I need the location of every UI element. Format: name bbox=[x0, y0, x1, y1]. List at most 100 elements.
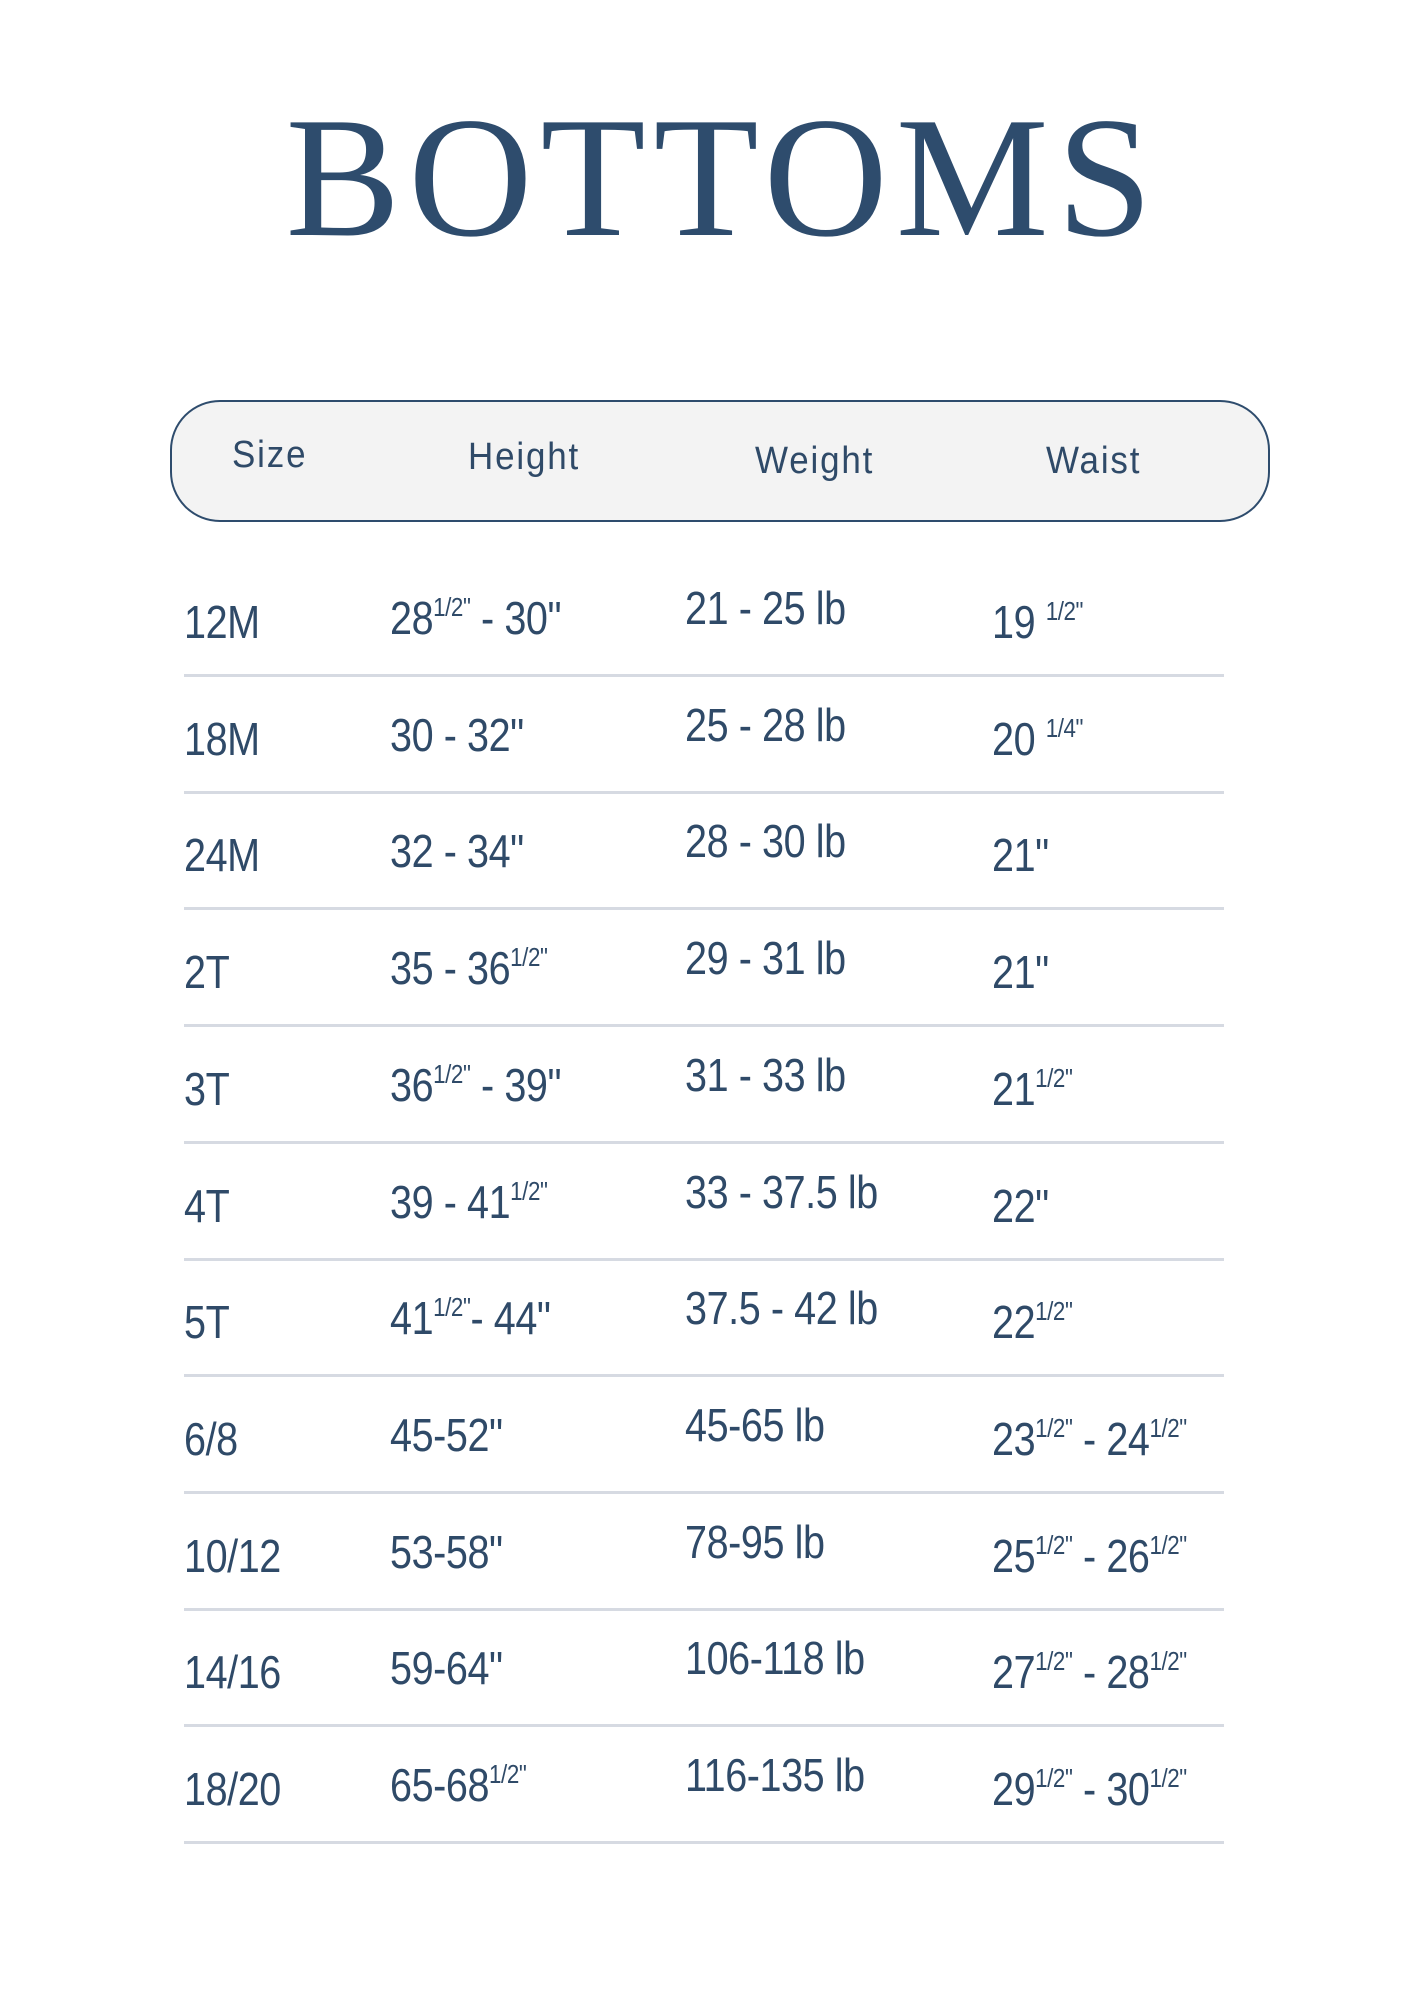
fraction-superscript: 1/2" bbox=[1149, 1529, 1187, 1560]
waist-cell: 21" bbox=[992, 828, 1049, 882]
fraction-superscript: 1/2" bbox=[489, 1759, 527, 1789]
height-cell: 32 - 34" bbox=[390, 824, 524, 878]
value-text: 21" bbox=[992, 829, 1049, 882]
weight-cell: 116-135 lb bbox=[685, 1749, 865, 1801]
weight-cell: 78-95 lb bbox=[685, 1515, 825, 1568]
value-text: 19 bbox=[992, 596, 1046, 648]
fraction-superscript: 1/2" bbox=[1149, 1646, 1187, 1677]
value-text: 41 bbox=[390, 1292, 434, 1345]
table-row: 12M 281/2" - 30" 21 - 25 lb 19 1/2" bbox=[184, 557, 1224, 677]
value-text: 28 bbox=[390, 592, 434, 644]
table-row: 3T 361/2" - 39" 31 - 33 lb 211/2" bbox=[184, 1024, 1224, 1144]
value-text: 65-68 bbox=[390, 1759, 490, 1811]
value-text: 30 - 32" bbox=[390, 708, 524, 761]
value-text: - 26 bbox=[1072, 1529, 1150, 1582]
weight-cell: 106-118 lb bbox=[685, 1632, 865, 1685]
value-text: 22 bbox=[992, 1296, 1036, 1349]
weight-cell: 31 - 33 lb bbox=[685, 1048, 846, 1101]
value-text: 39 - 41 bbox=[390, 1175, 511, 1228]
size-cell: 6/8 bbox=[184, 1412, 238, 1465]
value-text: 53-58" bbox=[390, 1525, 503, 1578]
page-title: BOTTOMS bbox=[285, 83, 1161, 273]
fraction-superscript: 1/2" bbox=[433, 1292, 471, 1323]
height-cell: 411/2"- 44" bbox=[390, 1291, 551, 1345]
waist-cell: 221/2" bbox=[992, 1295, 1073, 1349]
value-text: - 30" bbox=[470, 592, 562, 644]
size-cell: 2T bbox=[184, 946, 230, 999]
size-cell: 5T bbox=[184, 1296, 230, 1349]
size-cell: 24M bbox=[184, 829, 260, 882]
waist-cell: 251/2" - 261/2" bbox=[992, 1529, 1187, 1583]
value-text: 29 bbox=[992, 1763, 1036, 1815]
fraction-superscript: 1/2" bbox=[1149, 1763, 1187, 1793]
fraction-superscript: 1/2" bbox=[1035, 1062, 1073, 1093]
table-row: 4T 39 - 411/2" 33 - 37.5 lb 22" bbox=[184, 1141, 1224, 1261]
value-text: 25 bbox=[992, 1529, 1036, 1582]
weight-cell: 33 - 37.5 lb bbox=[685, 1165, 878, 1218]
waist-cell: 271/2" - 281/2" bbox=[992, 1645, 1187, 1699]
fraction-superscript: 1/2" bbox=[1035, 1412, 1073, 1443]
value-text: - 24 bbox=[1072, 1412, 1150, 1465]
height-cell: 361/2" - 39" bbox=[390, 1058, 562, 1112]
height-cell: 281/2" - 30" bbox=[390, 591, 562, 645]
weight-cell: 37.5 - 42 lb bbox=[685, 1282, 878, 1335]
value-text: 36 bbox=[390, 1058, 434, 1111]
weight-cell: 29 - 31 lb bbox=[685, 932, 846, 985]
height-cell: 45-52" bbox=[390, 1408, 503, 1462]
value-text: 45-52" bbox=[390, 1408, 503, 1461]
size-cell: 10/12 bbox=[184, 1529, 281, 1582]
value-text: - 44" bbox=[470, 1292, 551, 1345]
value-text: 22" bbox=[992, 1179, 1049, 1232]
waist-cell: 21" bbox=[992, 945, 1049, 999]
fraction-superscript: 1/2" bbox=[1035, 1529, 1073, 1560]
table-row: 18M 30 - 32" 25 - 28 lb 20 1/4" bbox=[184, 674, 1224, 794]
value-text: - 39" bbox=[470, 1058, 562, 1111]
table-row: 14/16 59-64" 106-118 lb 271/2" - 281/2" bbox=[184, 1607, 1224, 1728]
size-cell: 14/16 bbox=[184, 1646, 281, 1699]
waist-cell: 20 1/4" bbox=[992, 712, 1083, 766]
waist-cell: 19 1/2" bbox=[992, 595, 1083, 649]
height-cell: 35 - 361/2" bbox=[390, 941, 548, 995]
height-cell: 65-681/2" bbox=[390, 1758, 527, 1812]
column-header-size: Size bbox=[232, 434, 308, 476]
fraction-superscript: 1/2" bbox=[433, 592, 471, 622]
weight-cell: 25 - 28 lb bbox=[685, 698, 846, 751]
waist-cell: 22" bbox=[992, 1179, 1049, 1233]
value-text: 23 bbox=[992, 1412, 1036, 1465]
value-text: 21" bbox=[992, 946, 1049, 999]
fraction-superscript: 1/2" bbox=[1035, 1646, 1073, 1677]
height-cell: 59-64" bbox=[390, 1641, 503, 1695]
waist-cell: 211/2" bbox=[992, 1062, 1073, 1116]
column-header-height: Height bbox=[468, 436, 581, 478]
height-cell: 30 - 32" bbox=[390, 708, 524, 762]
column-header-waist: Waist bbox=[1046, 440, 1142, 482]
value-text: 20 bbox=[992, 712, 1046, 765]
weight-cell: 21 - 25 lb bbox=[685, 582, 846, 634]
fraction-superscript: 1/2" bbox=[510, 942, 548, 973]
fraction-superscript: 1/2" bbox=[510, 1175, 548, 1206]
table-header: Size Height Weight Waist bbox=[170, 400, 1270, 522]
size-cell: 18M bbox=[184, 712, 260, 765]
weight-cell: 28 - 30 lb bbox=[685, 815, 846, 868]
waist-cell: 231/2" - 241/2" bbox=[992, 1412, 1187, 1466]
table-row: 18/20 65-681/2" 116-135 lb 291/2" - 301/2" bbox=[184, 1724, 1224, 1844]
size-cell: 18/20 bbox=[184, 1763, 281, 1815]
table-row: 5T 411/2"- 44" 37.5 - 42 lb 221/2" bbox=[184, 1257, 1224, 1378]
fraction-superscript: 1/2" bbox=[1035, 1763, 1073, 1793]
weight-cell: 45-65 lb bbox=[685, 1398, 825, 1451]
value-text: - 28 bbox=[1072, 1646, 1150, 1699]
value-text: 27 bbox=[992, 1646, 1036, 1699]
table-row: 6/8 45-52" 45-65 lb 231/2" - 241/2" bbox=[184, 1374, 1224, 1494]
fraction-superscript: 1/2" bbox=[1045, 596, 1084, 626]
value-text: - 30 bbox=[1072, 1763, 1150, 1815]
fraction-superscript: 1/2" bbox=[1035, 1296, 1073, 1327]
value-text: 21 bbox=[992, 1062, 1036, 1115]
table-row: 2T 35 - 361/2" 29 - 31 lb 21" bbox=[184, 907, 1224, 1028]
size-cell: 4T bbox=[184, 1179, 230, 1232]
size-cell: 12M bbox=[184, 596, 260, 648]
table-row: 10/12 53-58" 78-95 lb 251/2" - 261/2" bbox=[184, 1491, 1224, 1611]
value-text: 32 - 34" bbox=[390, 825, 524, 878]
height-cell: 39 - 411/2" bbox=[390, 1175, 548, 1229]
table-row: 24M 32 - 34" 28 - 30 lb 21" bbox=[184, 790, 1224, 911]
value-text: 59-64" bbox=[390, 1642, 503, 1695]
